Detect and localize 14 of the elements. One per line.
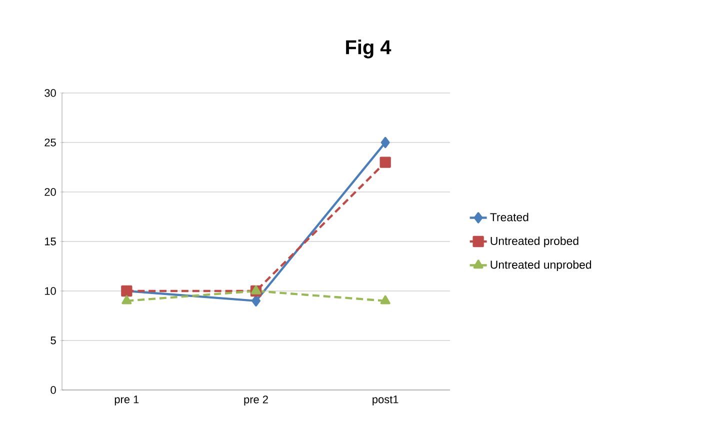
legend-label: Untreated probed (490, 236, 578, 248)
y-tick-label: 20 (44, 188, 56, 196)
legend-label: Untreated unprobed (490, 260, 592, 272)
y-tick-label: 15 (45, 238, 56, 246)
chart-title: Fig 4 (346, 40, 392, 58)
x-tick-label: post1 (372, 396, 398, 406)
y-tick-label: 30 (44, 89, 56, 97)
legend-label: Treated (490, 212, 528, 222)
x-tick-label: pre 1 (114, 396, 139, 406)
x-tick-label: pre 2 (244, 396, 268, 406)
y-tick-label: 25 (44, 138, 56, 146)
y-tick-label: 5 (50, 336, 56, 344)
y-tick-label: 10 (45, 287, 56, 295)
y-tick-label: 0 (50, 386, 56, 394)
